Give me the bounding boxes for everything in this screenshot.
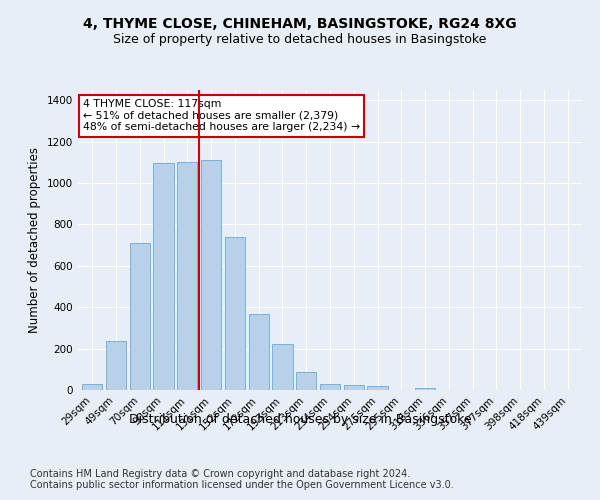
Text: Distribution of detached houses by size in Basingstoke: Distribution of detached houses by size …: [128, 412, 472, 426]
Text: Size of property relative to detached houses in Basingstoke: Size of property relative to detached ho…: [113, 32, 487, 46]
Bar: [82, 384, 103, 390]
Text: Contains public sector information licensed under the Open Government Licence v3: Contains public sector information licen…: [30, 480, 454, 490]
Bar: [415, 388, 435, 390]
Text: Contains HM Land Registry data © Crown copyright and database right 2024.: Contains HM Land Registry data © Crown c…: [30, 469, 410, 479]
Text: 4 THYME CLOSE: 117sqm
← 51% of detached houses are smaller (2,379)
48% of semi-d: 4 THYME CLOSE: 117sqm ← 51% of detached …: [83, 99, 360, 132]
Bar: [177, 162, 197, 390]
Bar: [154, 164, 173, 390]
Bar: [130, 243, 150, 390]
Bar: [201, 160, 221, 390]
Text: 4, THYME CLOSE, CHINEHAM, BASINGSTOKE, RG24 8XG: 4, THYME CLOSE, CHINEHAM, BASINGSTOKE, R…: [83, 18, 517, 32]
Bar: [272, 344, 293, 390]
Bar: [248, 314, 269, 390]
Bar: [344, 386, 364, 390]
Bar: [296, 372, 316, 390]
Bar: [367, 386, 388, 390]
Y-axis label: Number of detached properties: Number of detached properties: [28, 147, 41, 333]
Bar: [106, 342, 126, 390]
Bar: [320, 384, 340, 390]
Bar: [225, 237, 245, 390]
